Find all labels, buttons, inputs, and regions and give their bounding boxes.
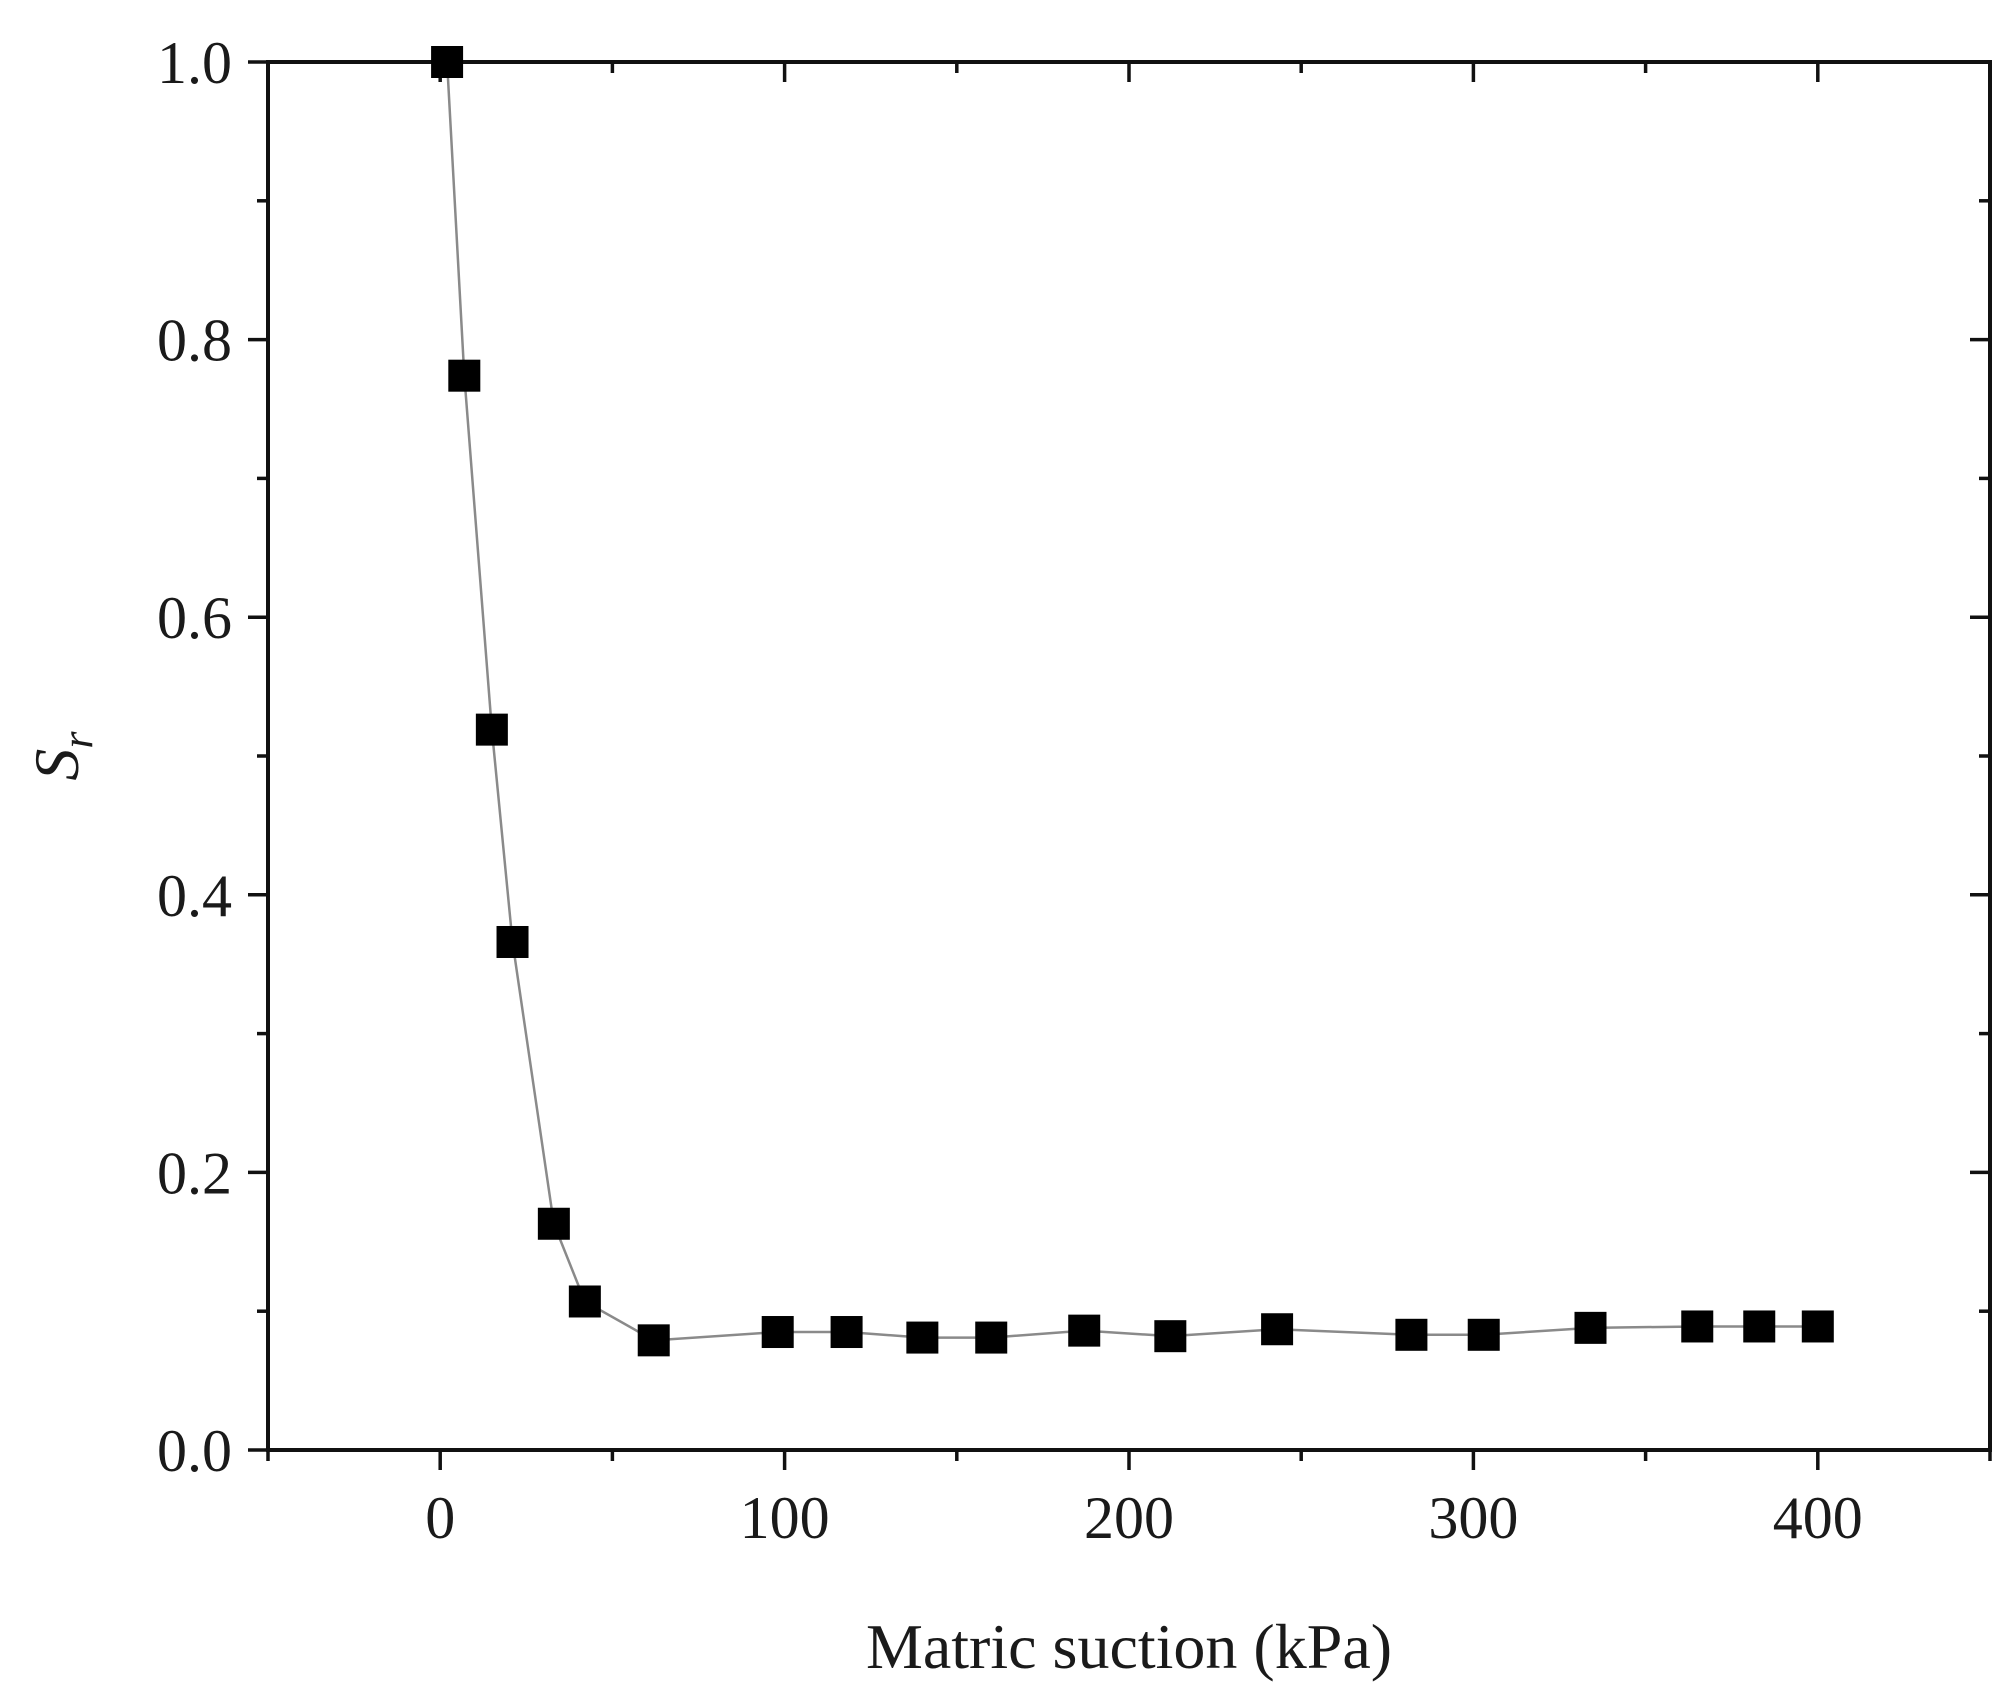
data-point-marker <box>1574 1311 1607 1344</box>
y-tick-label: 0.0 <box>157 1418 232 1484</box>
x-tick-label: 400 <box>1773 1485 1863 1551</box>
data-point-marker <box>537 1207 570 1240</box>
y-tick-label: 0.2 <box>157 1140 232 1206</box>
x-tick-label: 300 <box>1428 1485 1518 1551</box>
data-point-marker <box>475 713 508 746</box>
data-point-marker <box>906 1321 939 1354</box>
x-tick-label: 100 <box>740 1485 830 1551</box>
data-point-marker <box>1681 1310 1714 1343</box>
data-point-marker <box>1261 1313 1294 1346</box>
data-point-marker <box>568 1285 601 1318</box>
y-tick-label: 0.6 <box>157 585 232 651</box>
data-point-marker <box>1467 1318 1500 1351</box>
y-tick-label: 0.8 <box>157 308 232 374</box>
data-point-marker <box>761 1316 794 1349</box>
axes-layer <box>248 60 1992 1470</box>
series-layer <box>431 46 1834 1357</box>
x-tick-label: 200 <box>1084 1485 1174 1551</box>
series-line <box>445 61 1818 1342</box>
y-tick-label: 0.4 <box>157 863 232 929</box>
y-axis-title: Sr <box>21 731 102 781</box>
data-point-marker <box>1068 1314 1101 1347</box>
x-axis-title: Matric suction (kPa) <box>866 1611 1392 1682</box>
data-point-marker <box>431 46 464 78</box>
data-point-marker <box>1154 1320 1187 1353</box>
y-axis-title-subscript: r <box>53 731 102 749</box>
data-point-marker <box>637 1324 670 1357</box>
y-tick-label: 1.0 <box>157 30 232 96</box>
data-point-marker <box>496 925 529 958</box>
label-layer: Matric suction (kPa) Sr 0 100 200 300 400 0.0… <box>21 30 1863 1682</box>
data-point-marker <box>1743 1310 1776 1343</box>
data-point-marker <box>1801 1310 1834 1343</box>
data-point-marker <box>448 359 481 392</box>
data-point-marker <box>1395 1318 1428 1351</box>
plot-frame <box>266 60 1992 1452</box>
x-tick-label: 0 <box>425 1485 455 1551</box>
data-point-marker <box>975 1321 1008 1354</box>
y-axis-title-base: S <box>21 749 92 781</box>
data-point-marker <box>830 1316 863 1349</box>
